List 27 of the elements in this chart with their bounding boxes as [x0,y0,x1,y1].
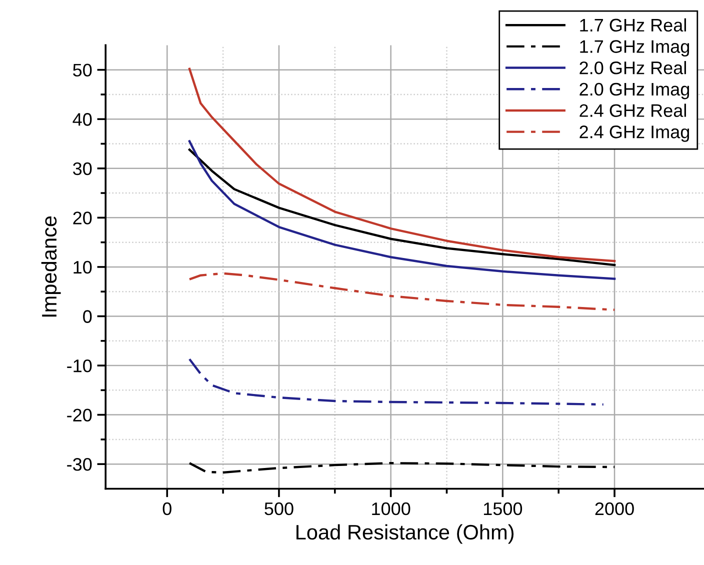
y-tick-label: 30 [73,162,92,176]
x-tick-label: 2000 [595,502,634,516]
legend-label: 2.0 GHz Real [580,61,686,74]
y-tick-label: -10 [67,359,92,372]
line-series [188,140,616,280]
x-tick-label: 1500 [484,502,522,516]
x-tick-label: 0 [162,502,172,516]
y-tick-label: 50 [73,64,92,77]
line-series [188,462,616,474]
x-tick-label: 500 [264,502,294,516]
legend-label: 2.4 GHz Imag [580,126,690,142]
y-tick-label: 20 [73,212,92,224]
legend-label: 2.4 GHz Real [580,104,686,117]
line-series [188,148,616,266]
line-series [188,358,604,406]
y-tick-label: -30 [67,458,92,471]
legend-label: 2.0 GHz Imag [580,82,690,100]
y-tick-label: 0 [83,310,92,323]
legend-label: 1.7 GHz Imag [580,40,690,57]
y-tick-label: 40 [72,113,92,126]
y-tick-label: 10 [74,260,92,274]
x-axis-title: Load Resistance (Ohm) [296,524,514,544]
legend-label: 1.7 GHz Real [580,18,686,32]
y-axis-title: Impedance [41,216,61,317]
line-series [188,272,616,311]
y-tick-label: -20 [67,408,92,422]
x-tick-label: 1000 [372,502,410,516]
